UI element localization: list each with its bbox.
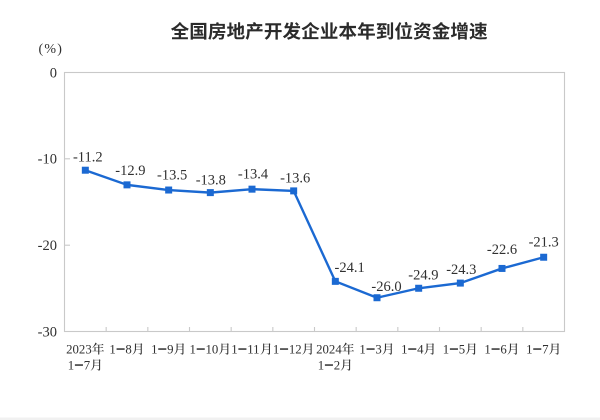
svg-text:9: 9 — [167, 343, 173, 357]
svg-text:3: 3 — [375, 343, 381, 357]
svg-text:4: 4 — [417, 343, 424, 357]
svg-text:-24.9: -24.9 — [408, 267, 438, 283]
svg-text:1: 1 — [443, 343, 449, 357]
svg-text:-24.1: -24.1 — [334, 260, 364, 276]
svg-text:12: 12 — [289, 343, 302, 357]
svg-text:1: 1 — [526, 343, 532, 357]
svg-text:0: 0 — [50, 65, 57, 81]
svg-text:1: 1 — [68, 359, 74, 373]
svg-text:1: 1 — [401, 343, 407, 357]
svg-text:-24.3: -24.3 — [446, 262, 476, 278]
svg-text:-22.6: -22.6 — [487, 242, 517, 258]
svg-text:1: 1 — [151, 343, 157, 357]
svg-text:7: 7 — [84, 359, 91, 373]
svg-text:-13.5: -13.5 — [157, 167, 187, 183]
svg-text:1: 1 — [190, 343, 196, 357]
svg-text:-13.8: -13.8 — [196, 173, 226, 189]
svg-text:7: 7 — [542, 343, 549, 357]
svg-text:-11.2: -11.2 — [73, 149, 103, 165]
svg-text:-13.6: -13.6 — [280, 171, 310, 187]
svg-text:2: 2 — [334, 359, 340, 373]
svg-text:6: 6 — [500, 343, 507, 357]
svg-text:1: 1 — [318, 359, 324, 373]
svg-text:-12.9: -12.9 — [115, 163, 145, 179]
svg-text:-13.4: -13.4 — [238, 167, 269, 183]
svg-text:-20: -20 — [38, 238, 57, 254]
svg-text:11: 11 — [247, 343, 259, 357]
svg-text:1: 1 — [231, 343, 237, 357]
svg-text:2024: 2024 — [316, 343, 342, 357]
svg-text:5: 5 — [459, 343, 465, 357]
svg-text:-21.3: -21.3 — [529, 235, 559, 251]
svg-text:1: 1 — [359, 343, 365, 357]
svg-text:-10: -10 — [38, 152, 57, 168]
svg-text:-26.0: -26.0 — [371, 279, 401, 295]
svg-text:1: 1 — [273, 343, 279, 357]
svg-text:2023: 2023 — [66, 343, 92, 357]
svg-text:1: 1 — [484, 343, 490, 357]
svg-text:1: 1 — [109, 343, 115, 357]
svg-text:8: 8 — [125, 343, 131, 357]
svg-text:10: 10 — [206, 343, 219, 357]
svg-text:(%): (%) — [39, 42, 64, 57]
svg-text:-30: -30 — [38, 324, 57, 340]
